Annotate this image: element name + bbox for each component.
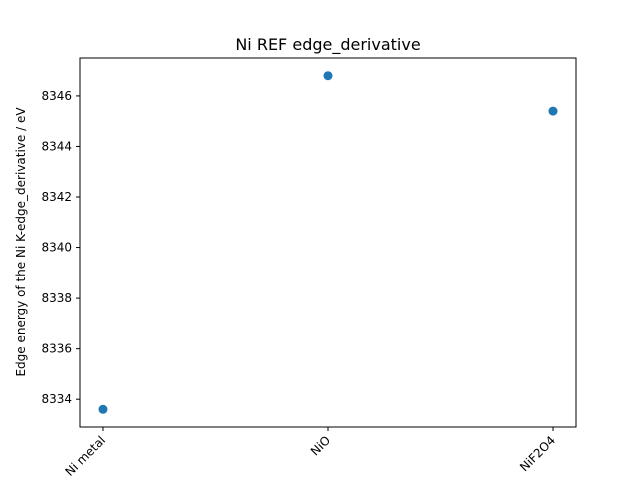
y-tick-label: 8334 [41, 392, 72, 406]
y-tick-label: 8342 [41, 190, 72, 204]
y-tick-label: 8336 [41, 342, 72, 356]
data-point [98, 404, 108, 414]
x-tick-label: Ni metal [62, 433, 108, 479]
y-tick-label: 8346 [41, 89, 72, 103]
y-tick-label: 8338 [41, 291, 72, 305]
y-tick-label: 8340 [41, 241, 72, 255]
y-tick-label: 8344 [41, 139, 72, 153]
x-tick-label: NiF2O4 [517, 433, 558, 474]
data-points [98, 71, 558, 414]
plot-frame [79, 57, 577, 428]
data-point [323, 71, 333, 81]
chart-title: Ni REF edge_derivative [235, 35, 420, 55]
x-axis-ticks: Ni metal NiO NiF2O4 [62, 427, 558, 479]
y-axis-label: Edge energy of the Ni K-edge_derivative … [14, 107, 28, 377]
x-tick-label: NiO [308, 433, 333, 458]
y-axis-ticks: 8334 8336 8338 8340 8342 8344 8346 [41, 89, 80, 406]
data-point [548, 106, 558, 116]
